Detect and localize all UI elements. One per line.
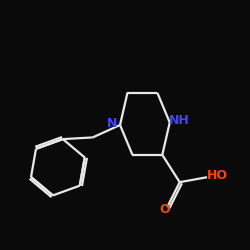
Text: O: O [160,203,170,216]
Text: NH: NH [169,114,190,127]
Text: N: N [107,117,117,130]
Text: HO: HO [206,170,228,182]
